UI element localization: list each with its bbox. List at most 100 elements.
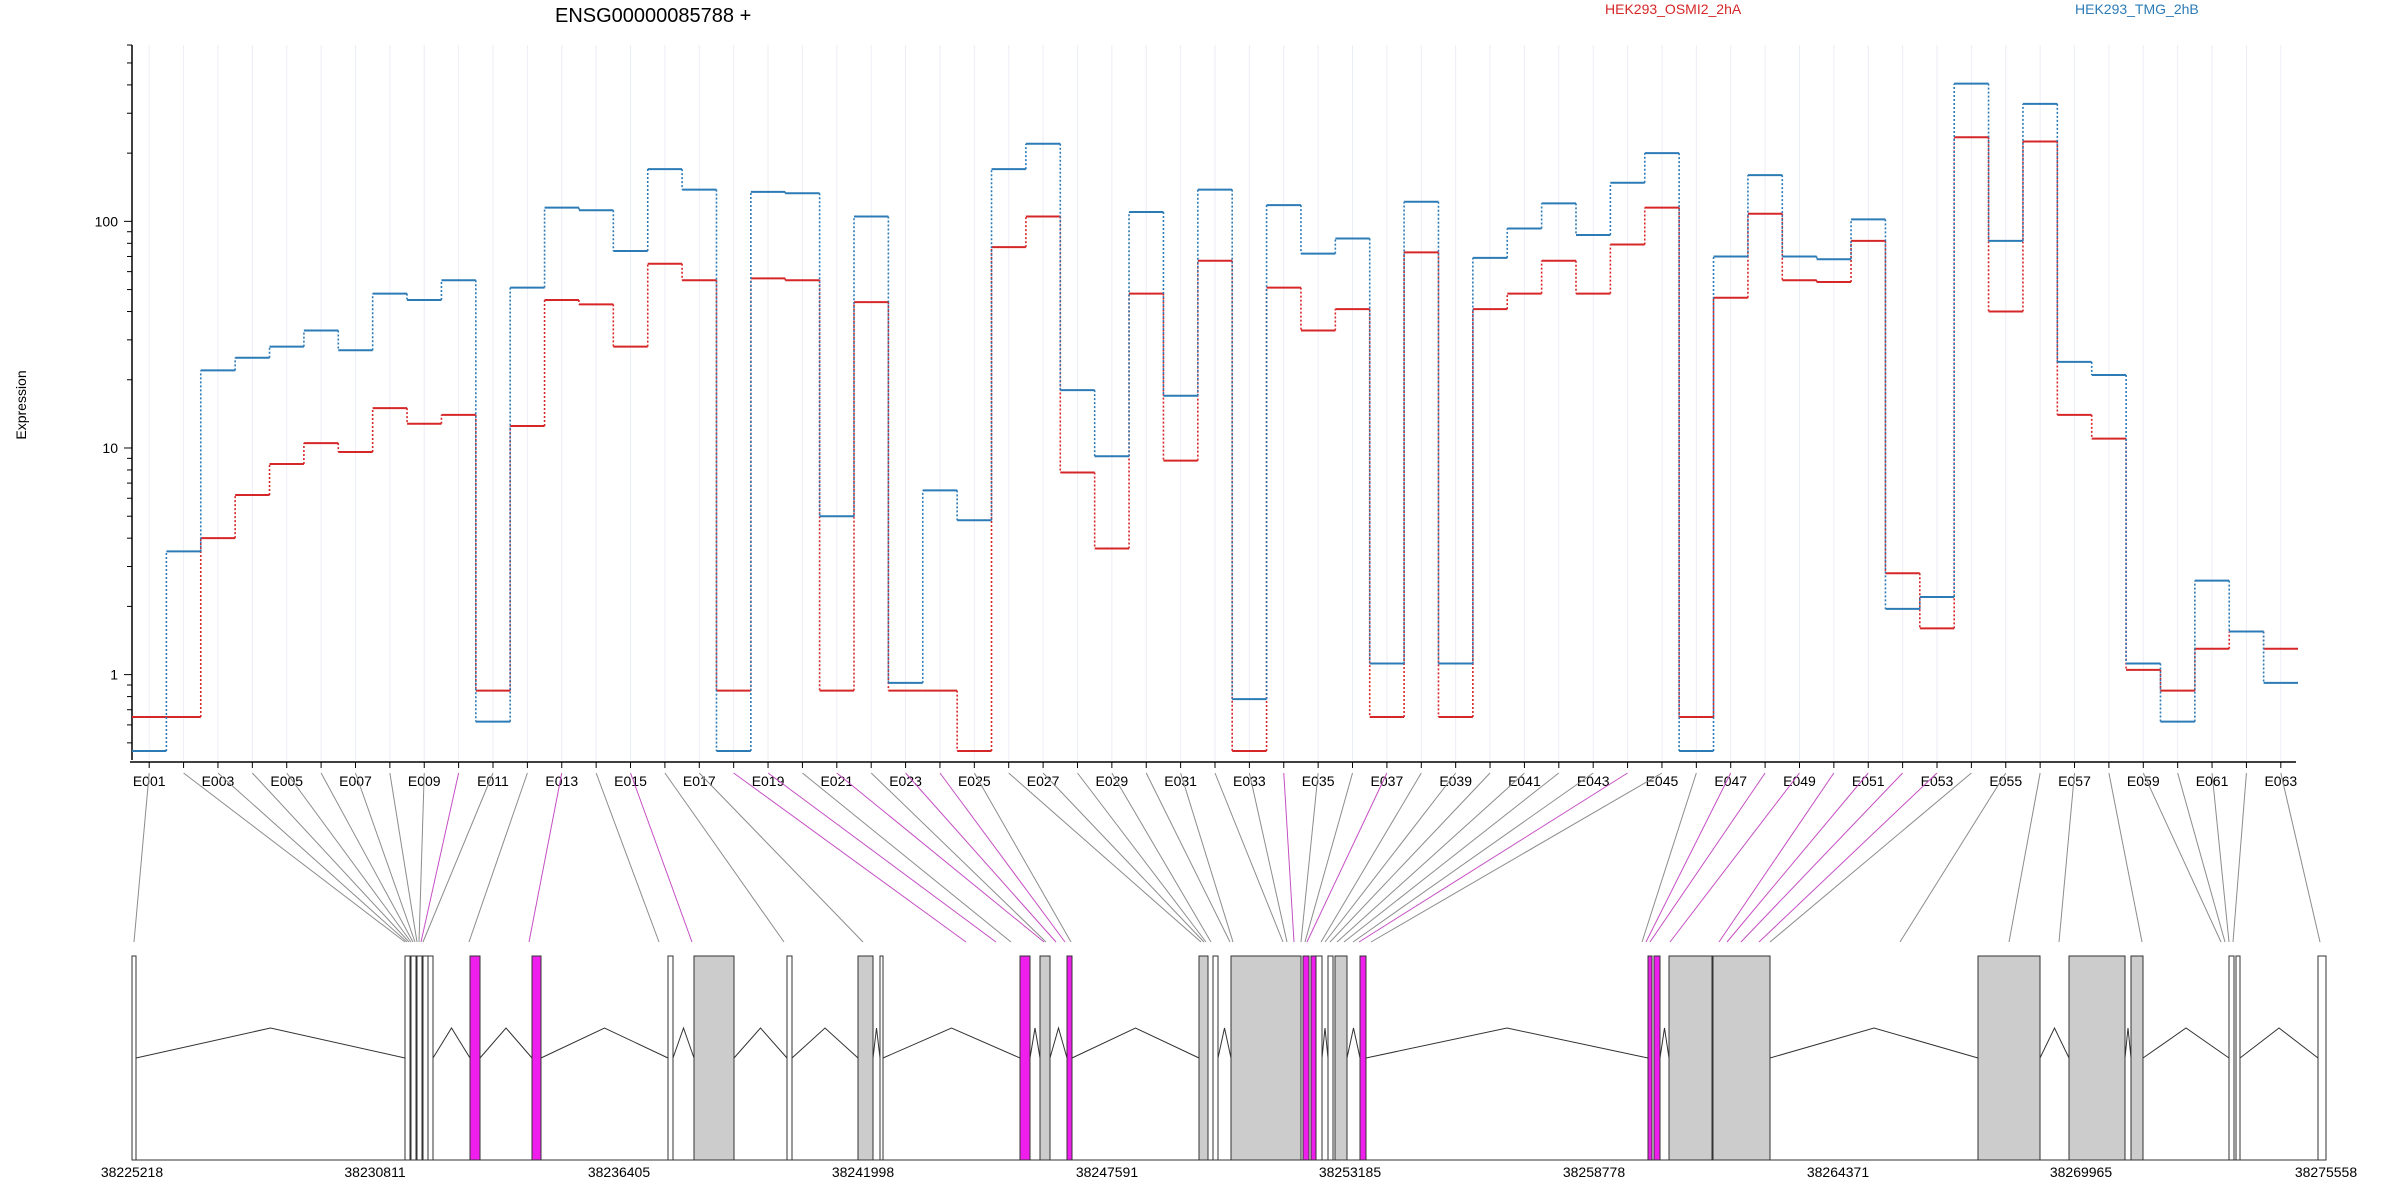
intron-line <box>2039 1026 2070 1059</box>
exon-block <box>1712 955 1771 1161</box>
exon-block <box>1334 955 1348 1161</box>
connector-e057 <box>2058 772 2076 943</box>
intron-line <box>540 1027 669 1059</box>
connector-e005 <box>286 772 412 943</box>
genomic-coordinate-label: 38225218 <box>101 1164 164 1180</box>
genomic-coordinate-label: 38264371 <box>1807 1164 1870 1180</box>
connector-e063 <box>2280 772 2321 943</box>
connector-e024 <box>939 772 1066 943</box>
connector-e002 <box>183 772 406 943</box>
x-tick-label-e017: E017 <box>683 773 716 789</box>
connector-e044 <box>1358 772 1628 943</box>
gene-model <box>131 955 2327 1161</box>
x-tick-label-e043: E043 <box>1577 773 1610 789</box>
x-tick-label-e057: E057 <box>2058 773 2091 789</box>
connector-e042 <box>1343 772 1560 943</box>
x-tick-label-e045: E045 <box>1646 773 1679 789</box>
connector-e045 <box>1370 772 1663 943</box>
exon-block <box>1212 955 1219 1161</box>
connector-e022 <box>870 772 1047 943</box>
connector-e053 <box>1758 772 1938 943</box>
exon-block <box>1039 955 1051 1161</box>
x-tick-label-e037: E037 <box>1371 773 1404 789</box>
x-tick-label-e049: E049 <box>1783 773 1816 789</box>
genomic-coordinate-label: 38253185 <box>1319 1164 1382 1180</box>
y-tick-label: 100 <box>95 213 119 229</box>
x-axis: E001 E003 E005 E007 E009 E011 E013 E015 E017 E019… <box>130 761 2297 789</box>
connector-e062 <box>2232 772 2247 943</box>
connector-e027 <box>1042 772 1205 943</box>
intron-line <box>432 1027 471 1059</box>
exon-block <box>1977 955 2041 1161</box>
x-tick-label-e063: E063 <box>2264 773 2297 789</box>
connector-e008 <box>389 772 418 943</box>
exon-block <box>1066 955 1073 1161</box>
y-tick-label: 1 <box>110 667 118 683</box>
exon-block <box>1315 955 1323 1161</box>
genomic-coordinate-labels: 38225218 38230811 38236405 38241998 38247591… <box>101 1164 2358 1180</box>
genomic-coordinate-label: 38236405 <box>588 1164 651 1180</box>
exon-block <box>1198 955 1209 1161</box>
intron-line <box>1217 1027 1232 1059</box>
x-tick-label-e031: E031 <box>1164 773 1197 789</box>
x-tick-label-e015: E015 <box>614 773 647 789</box>
connector-e013 <box>528 772 563 943</box>
connector-e017 <box>698 772 864 943</box>
intron-line <box>2142 1027 2230 1059</box>
x-tick-label-e061: E061 <box>2196 773 2229 789</box>
connector-e019 <box>767 772 997 943</box>
connector-e010 <box>420 772 460 943</box>
connector-e026 <box>1008 772 1202 943</box>
x-tick-label-e033: E033 <box>1233 773 1266 789</box>
intron-line <box>135 1027 406 1059</box>
x-tick-label-e035: E035 <box>1302 773 1335 789</box>
x-tick-label-e041: E041 <box>1508 773 1541 789</box>
exon-block <box>1230 955 1302 1161</box>
x-tick-label-e055: E055 <box>1989 773 2022 789</box>
connector-e040 <box>1329 772 1491 943</box>
x-tick-label-e003: E003 <box>202 773 235 789</box>
connector-e051 <box>1726 772 1869 943</box>
connector-e055 <box>1899 772 2007 943</box>
x-tick-label-e021: E021 <box>820 773 853 789</box>
intron-line <box>479 1027 533 1059</box>
genomic-coordinate-label: 38241998 <box>832 1164 895 1180</box>
intron-line <box>2239 1027 2319 1059</box>
connector-e047 <box>1645 772 1732 943</box>
exon-block <box>422 955 429 1161</box>
exon-block <box>857 955 874 1161</box>
connector-e061 <box>2211 772 2230 943</box>
connector-e037 <box>1306 772 1388 943</box>
intron-line <box>733 1027 788 1059</box>
x-tick-label-e001: E001 <box>133 773 166 789</box>
connector-e060 <box>2177 772 2226 943</box>
legend-item-series-1: HEK293_OSMI2_2hA <box>1605 1 1742 17</box>
chart-title: ENSG00000085788 + <box>555 5 751 27</box>
exon-block <box>469 955 481 1161</box>
connector-e056 <box>2008 772 2041 943</box>
x-tick-label-e007: E007 <box>339 773 372 789</box>
connector-e041 <box>1336 772 1525 943</box>
connector-e052 <box>1740 772 1903 943</box>
genomic-coordinate-label: 38275558 <box>2295 1164 2358 1180</box>
intron-line <box>1346 1027 1361 1059</box>
intron-line <box>1659 1027 1670 1059</box>
x-tick-label-e019: E019 <box>752 773 785 789</box>
y-axis: 1 10 100 <box>95 44 133 760</box>
intron-line <box>1049 1026 1068 1059</box>
exon-block <box>2068 955 2126 1161</box>
exon-block <box>410 955 417 1161</box>
connector-e059 <box>2142 772 2222 943</box>
intron-line <box>791 1027 859 1059</box>
intron-line <box>672 1026 695 1059</box>
exon-block <box>1019 955 1031 1161</box>
exon-block <box>1302 955 1310 1161</box>
intron-line <box>882 1027 1021 1059</box>
exon-block <box>1668 955 1713 1161</box>
exon-block <box>2235 955 2241 1161</box>
connector-e033 <box>1248 772 1288 943</box>
exon-block <box>786 955 793 1161</box>
connector-e035 <box>1300 772 1319 943</box>
connector-e032 <box>1214 772 1284 943</box>
